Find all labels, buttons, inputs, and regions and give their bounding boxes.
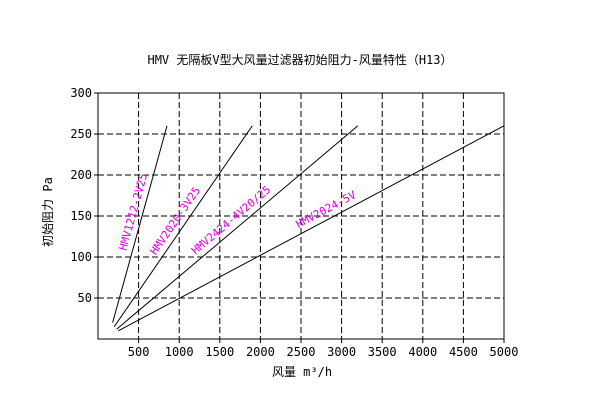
grid [98,93,504,339]
y-tick-label: 150 [70,209,92,223]
x-tick-label: 4500 [449,345,478,359]
chart-title: HMV 无隔板V型大风量过滤器初始阻力-风量特性（H13） [147,52,452,67]
y-tick-label: 300 [70,86,92,100]
x-axis-label: 风量 m³/h [272,365,332,379]
x-tick-label: 4000 [408,345,437,359]
x-tick-label: 2500 [287,345,316,359]
series-line [112,125,168,323]
y-tick-label: 50 [78,291,92,305]
x-tick-label: 3000 [327,345,356,359]
y-tick-label: 250 [70,127,92,141]
x-tick-label: 1500 [205,345,234,359]
y-axis-label: 初始阻力 Pa [41,177,55,247]
series-line [116,125,359,330]
series-line [113,125,253,327]
axes: 500 1000 1500 2000 2500 3000 3500 4000 4500 5000 5… [70,86,518,359]
series-lines [112,125,505,332]
x-tick-label: 1000 [165,345,194,359]
series-line [118,125,505,332]
x-tick-label: 500 [128,345,150,359]
y-tick-label: 200 [70,168,92,182]
x-tick-label: 2000 [246,345,275,359]
series-label: HMV1212-2V25 [117,172,151,252]
x-tick-label: 5000 [490,345,519,359]
x-tick-label: 3500 [368,345,397,359]
series-label: HMV2024-5V [294,188,359,231]
y-tick-label: 100 [70,250,92,264]
